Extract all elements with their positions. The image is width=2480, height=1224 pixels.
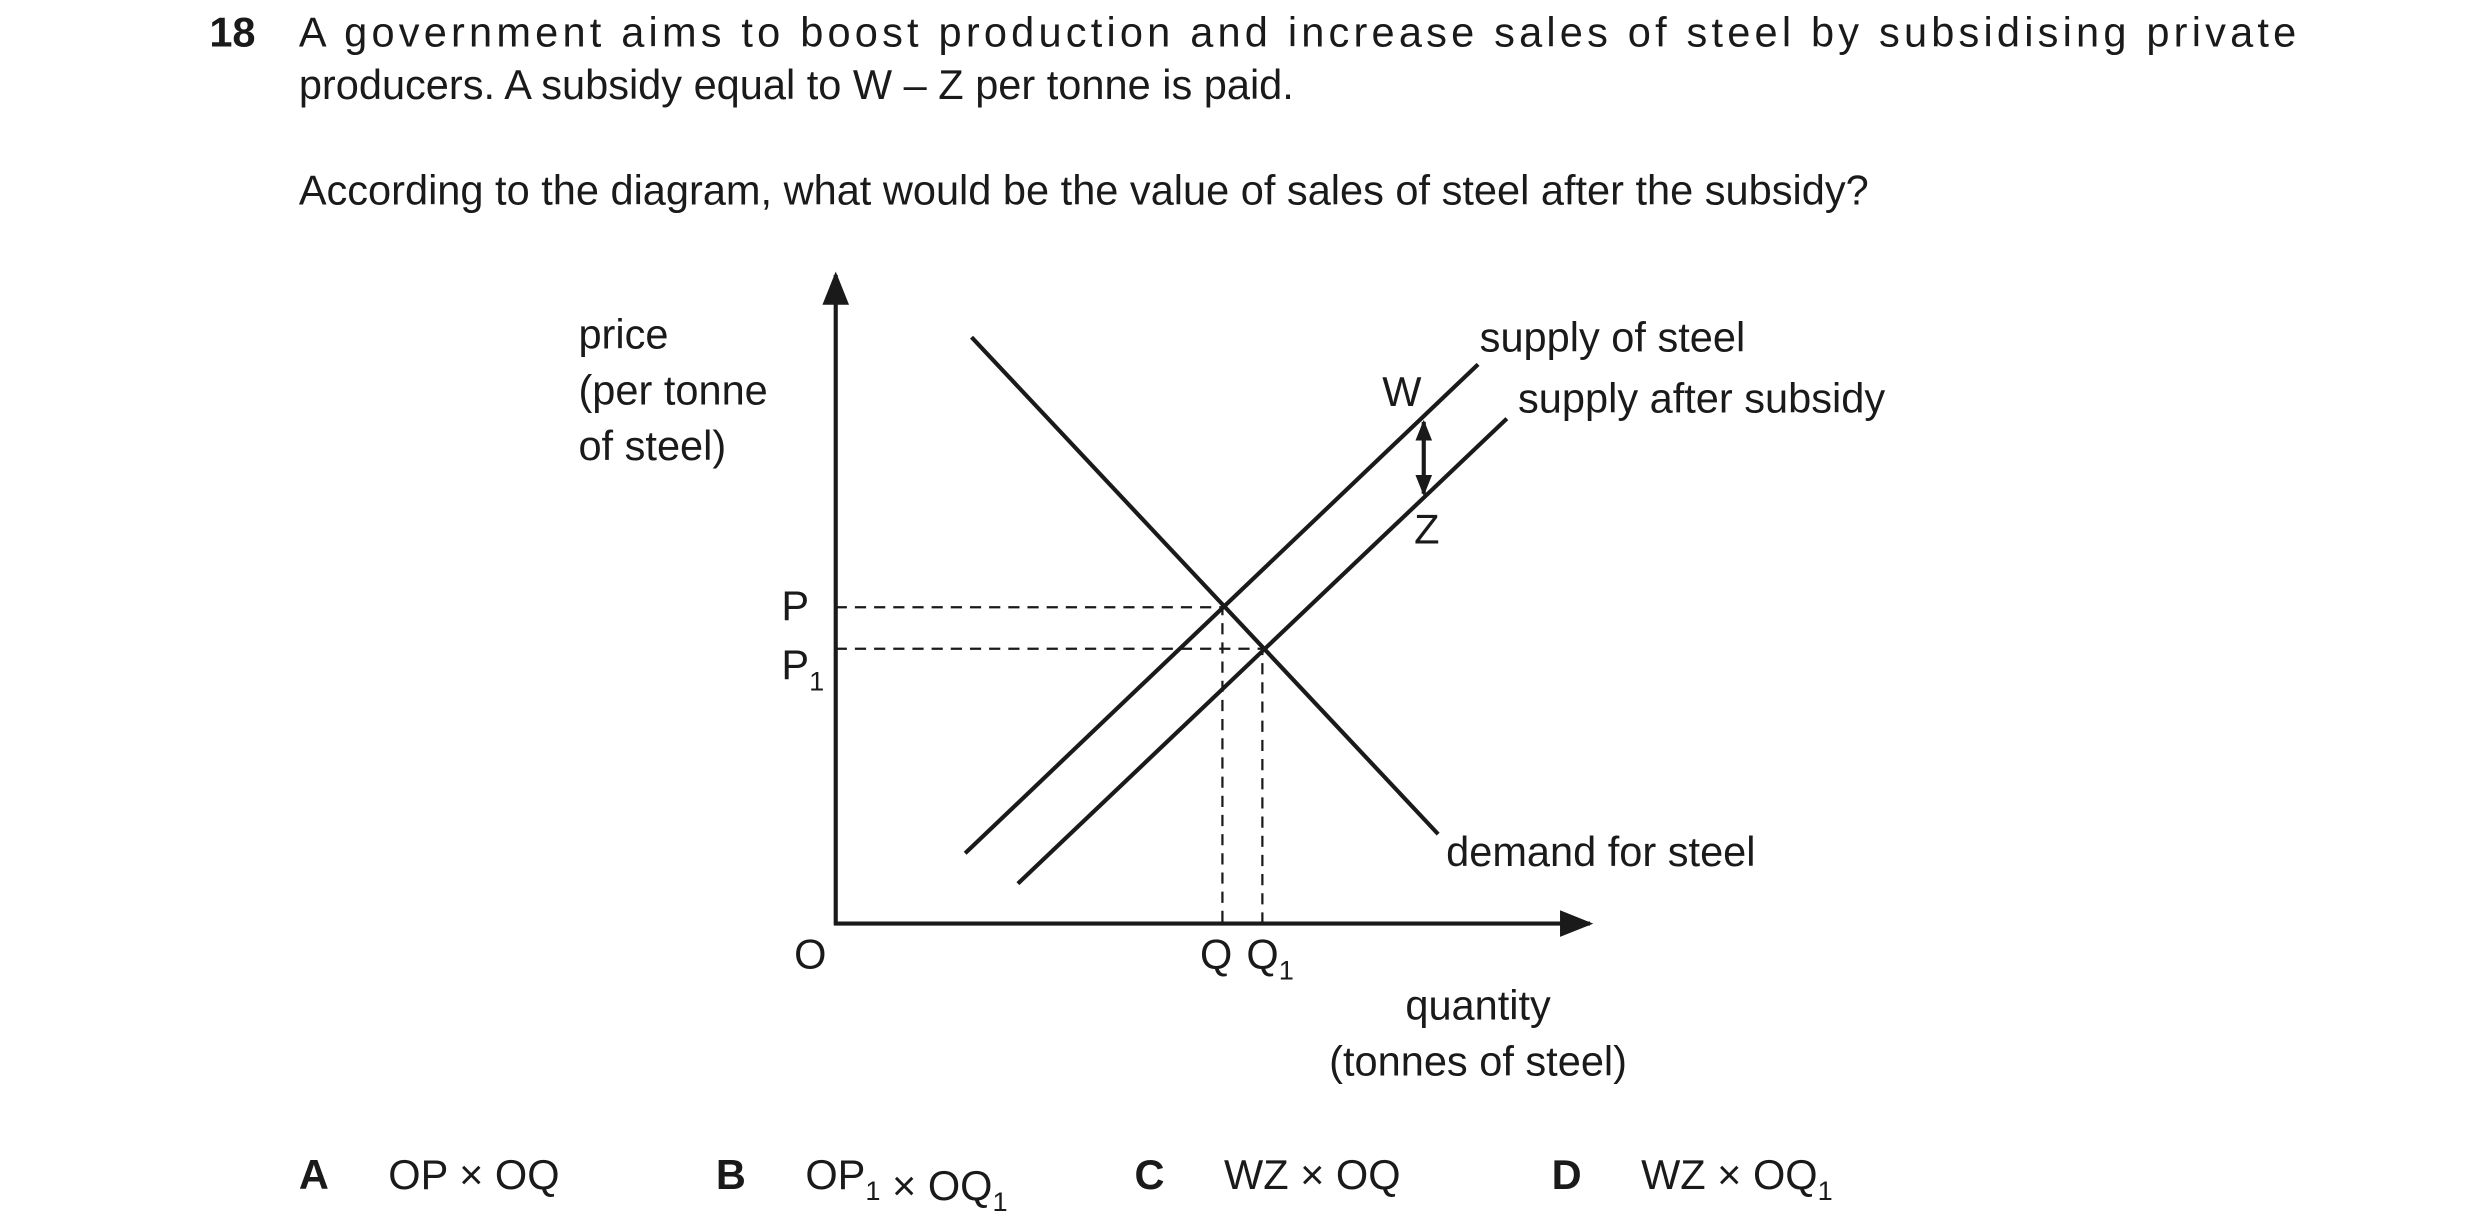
subscript: 1 — [865, 1175, 880, 1206]
w-label: W — [1382, 368, 1422, 415]
option-letter: C — [1135, 1151, 1165, 1198]
p-label: P — [781, 582, 809, 629]
p1-label: P1 — [781, 641, 824, 696]
diagram: price (per tonne of steel) quantity (tonnes… — [578, 271, 1885, 1084]
subscript: 1 — [1279, 955, 1294, 986]
option-letter: A — [299, 1151, 329, 1198]
question-line: producers. A subsidy equal to W – Z per … — [299, 61, 1294, 108]
option-text: WZ × OQ1 — [1641, 1151, 1833, 1206]
label-text: WZ × OQ — [1224, 1151, 1401, 1198]
demand-label: demand for steel — [1446, 828, 1755, 875]
y-axis-label-line: (per tonne — [578, 366, 767, 413]
subscript: 1 — [1818, 1175, 1833, 1206]
label-text: WZ × OQ — [1641, 1151, 1818, 1198]
label-text: OP × OQ — [388, 1151, 559, 1198]
guide-lines — [835, 606, 1264, 924]
option-letter: B — [716, 1151, 746, 1198]
y-axis-label-line: price — [578, 310, 668, 357]
demand-curve — [970, 335, 1440, 836]
q1-label: Q1 — [1246, 930, 1293, 985]
label-text: Q — [1246, 930, 1278, 977]
label-text: P — [781, 641, 809, 688]
question-line: A government aims to boost production an… — [299, 8, 2296, 55]
y-axis-label: price (per tonne of steel) — [578, 310, 767, 469]
option-text: OP × OQ — [388, 1151, 559, 1198]
question-prompt: According to the diagram, what would be … — [299, 167, 1869, 214]
label-text: P — [781, 582, 809, 629]
origin-label: O — [794, 930, 826, 977]
question-number: 18 — [209, 8, 255, 55]
label-text: Q — [1200, 930, 1232, 977]
option-letter: D — [1552, 1151, 1582, 1198]
supply-label: supply of steel — [1480, 314, 1746, 361]
label-text: OP — [805, 1151, 865, 1198]
label-text: × OQ — [880, 1162, 992, 1209]
z-label: Z — [1414, 505, 1439, 552]
option-text: WZ × OQ — [1224, 1151, 1401, 1198]
option-text: OP1 × OQ1 — [805, 1151, 1007, 1217]
y-axis-label-line: of steel) — [578, 422, 726, 469]
supply-after-label: supply after subsidy — [1518, 374, 1885, 421]
q-label: Q — [1200, 930, 1232, 977]
x-axis-label-line: (tonnes of steel) — [1329, 1037, 1627, 1084]
x-axis-label-line: quantity — [1405, 981, 1551, 1028]
x-axis-label: quantity (tonnes of steel) — [1329, 981, 1627, 1084]
subscript: 1 — [992, 1186, 1007, 1217]
subscript: 1 — [809, 665, 824, 696]
